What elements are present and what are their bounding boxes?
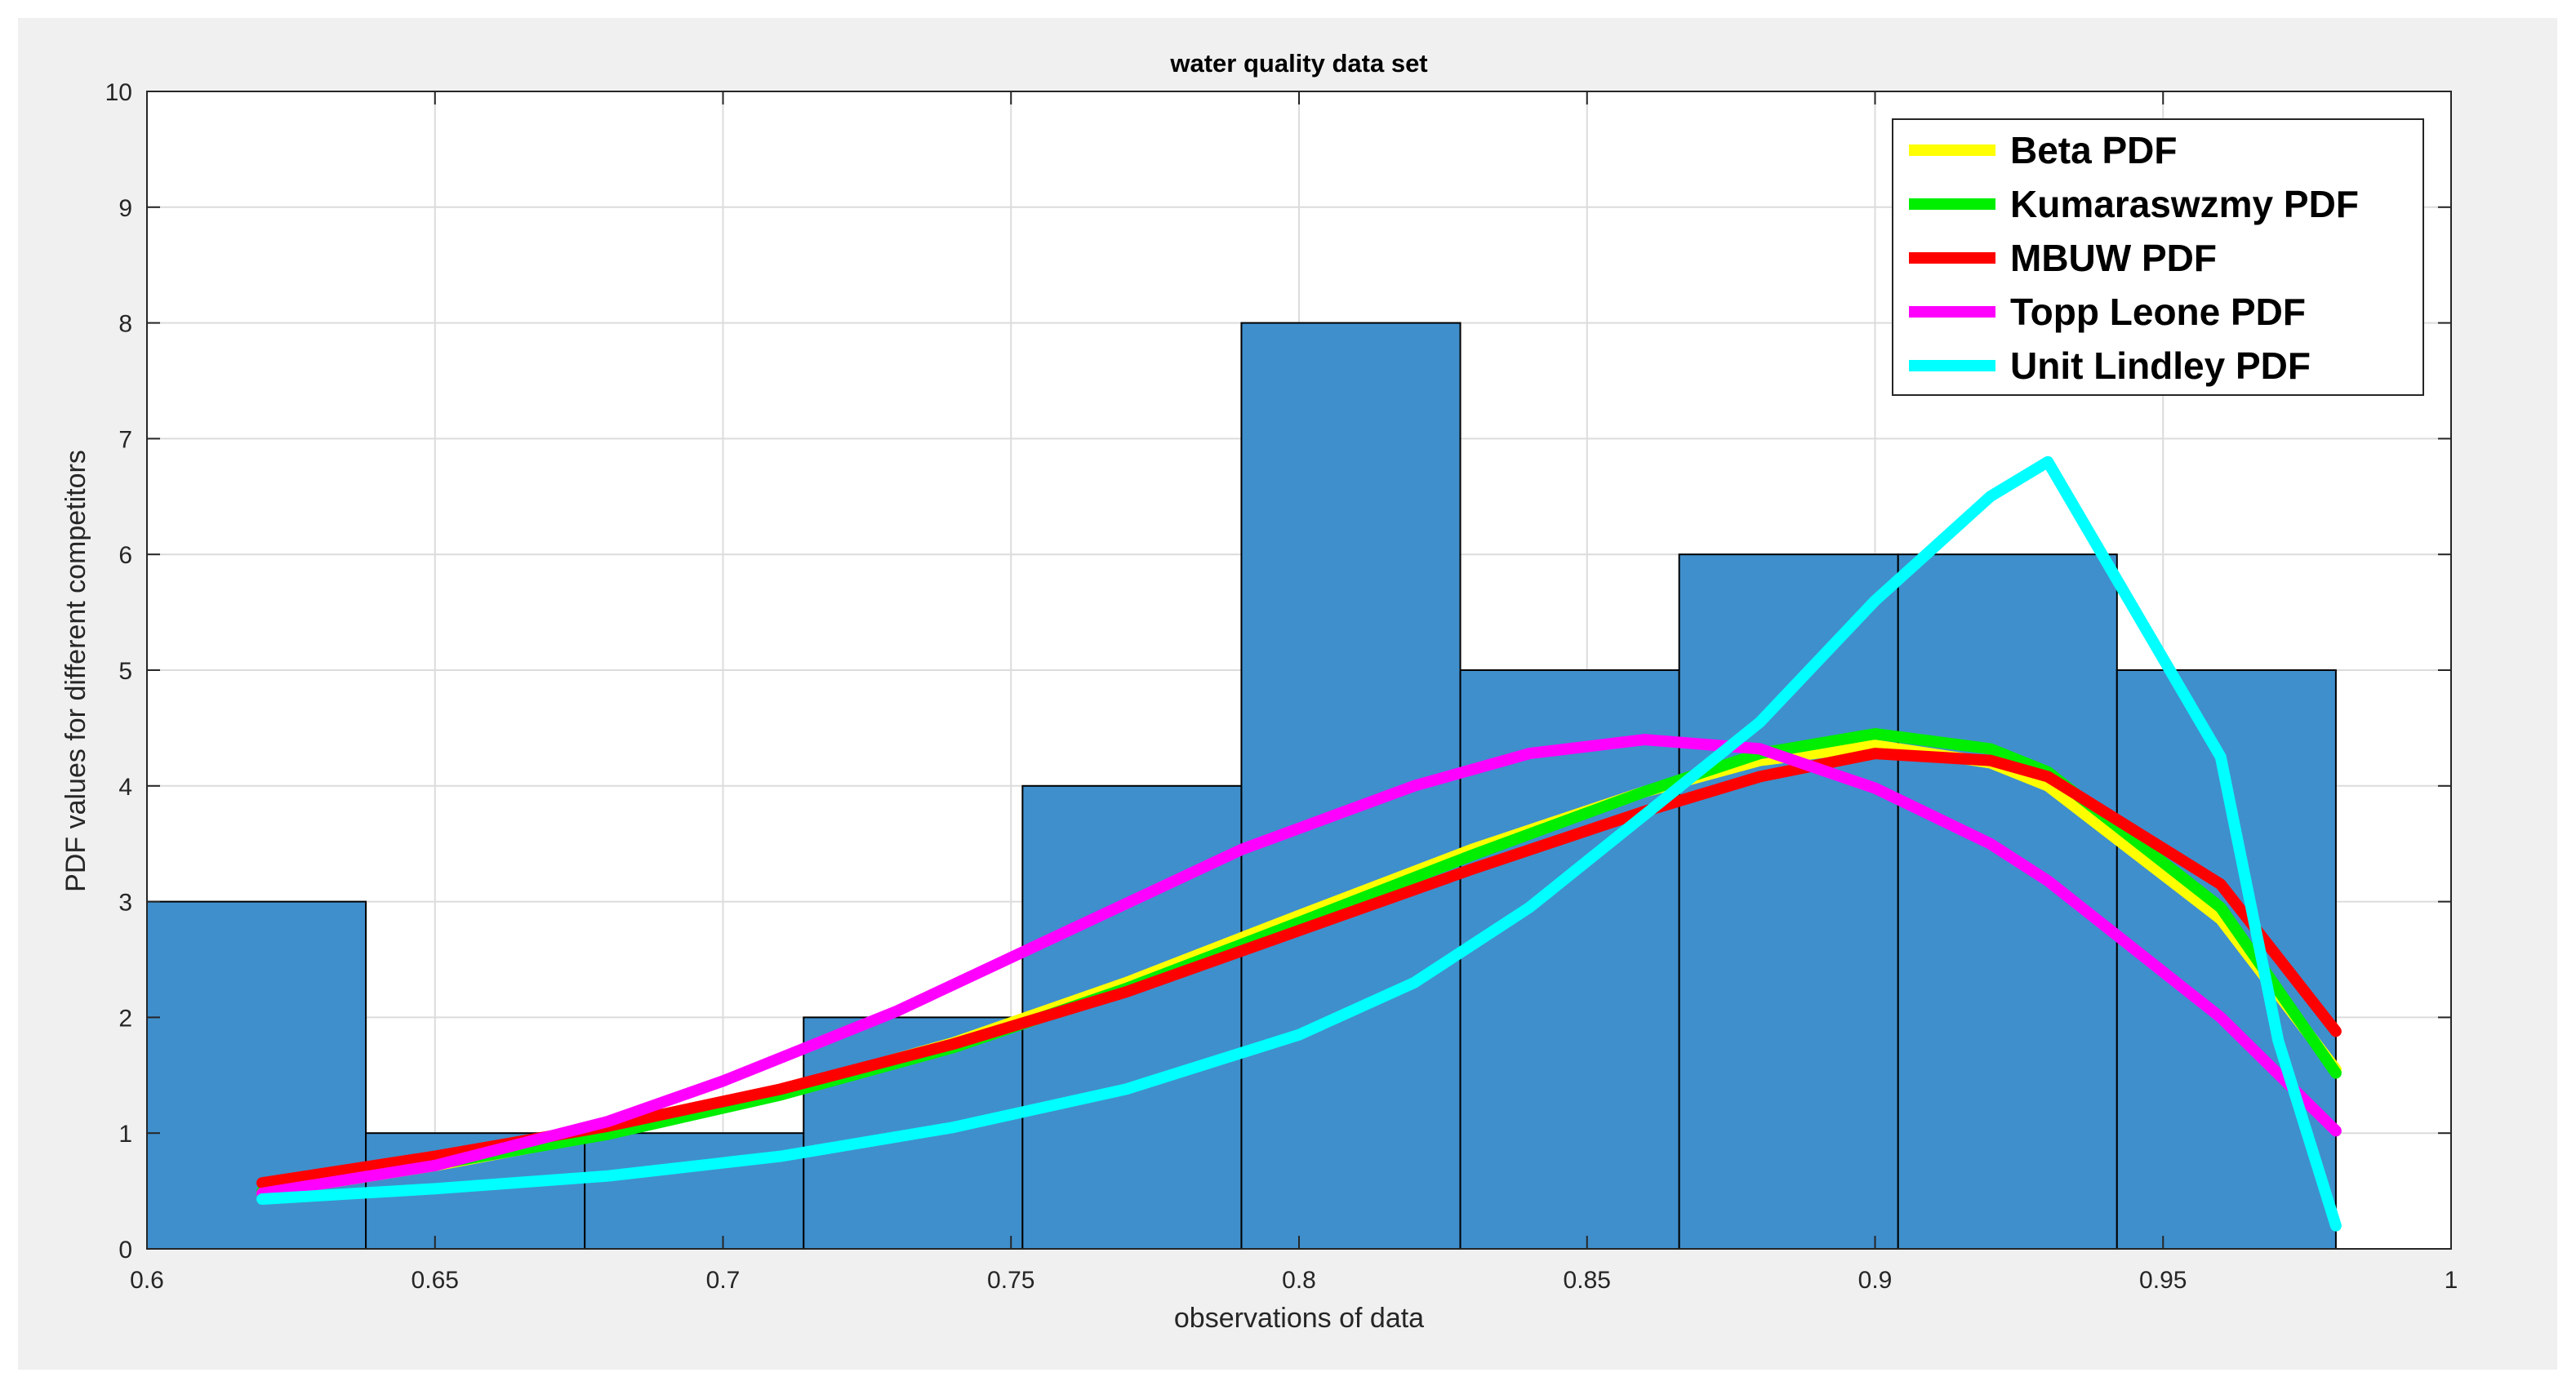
y-axis-ticks: 0 1 2 3 4 5 6 7 8 9 10: [105, 79, 2451, 1264]
histogram-bar: [1897, 553, 2118, 1250]
x-tick-label: 0.7: [706, 1267, 741, 1294]
series-line: [256, 748, 2342, 1189]
y-tick-label: 1: [118, 1121, 132, 1148]
y-tick-label: 6: [118, 542, 132, 569]
legend[interactable]: Beta PDF Kumaraswzmy PDF MBUW PDF Topp Leon…: [1892, 118, 2424, 396]
chart-title: water quality data set: [1169, 49, 1427, 78]
y-tick-label: 0: [118, 1237, 132, 1264]
y-axis-label: PDF values for different competitors: [60, 450, 91, 892]
legend-label: Kumaraswzmy PDF: [2010, 183, 2359, 225]
y-tick-label: 8: [118, 311, 132, 338]
x-tick-label: 0.75: [987, 1267, 1034, 1294]
x-tick-label: 0.9: [1858, 1267, 1893, 1294]
x-tick-label: 0.6: [130, 1267, 164, 1294]
legend-label: MBUW PDF: [2010, 237, 2217, 279]
y-tick-label: 7: [118, 426, 132, 453]
histogram-bar: [1678, 553, 1899, 1250]
legend-label: Topp Leone PDF: [2010, 291, 2306, 333]
histogram-bar: [1459, 669, 1680, 1250]
x-tick-label: 0.85: [1564, 1267, 1611, 1294]
x-tick-label: 0.8: [1282, 1267, 1316, 1294]
y-tick-label: 5: [118, 658, 132, 685]
pdf-histogram-chart: 0.6 0.65 0.7 0.75 0.8 0.85 0.9 0.95 1 0 1 2 3 4 5 6 7 8 9…: [60, 49, 2458, 1334]
y-tick-label: 2: [118, 1005, 132, 1032]
series-line: [256, 734, 2342, 1199]
x-tick-label: 0.65: [412, 1267, 459, 1294]
x-axis-label: observations of data: [1174, 1303, 1424, 1334]
x-tick-label: 0.95: [2139, 1267, 2187, 1294]
series-line: [256, 455, 2342, 1232]
y-tick-label: 3: [118, 890, 132, 917]
legend-label: Unit Lindley PDF: [2010, 344, 2311, 387]
legend-label: Beta PDF: [2010, 129, 2177, 171]
x-tick-label: 1: [2445, 1267, 2458, 1294]
y-tick-label: 9: [118, 195, 132, 222]
y-tick-label: 10: [105, 79, 132, 106]
y-tick-label: 4: [118, 774, 132, 801]
pdf-curves: [256, 455, 2342, 1232]
x-axis-ticks: 0.6 0.65 0.7 0.75 0.8 0.85 0.9 0.95 1: [130, 91, 2458, 1294]
series-line: [256, 728, 2342, 1197]
histogram-bar: [584, 1132, 805, 1250]
figure-window: 0.6 0.65 0.7 0.75 0.8 0.85 0.9 0.95 1 0 1 2 3 4 5 6 7 8 9…: [18, 18, 2557, 1370]
